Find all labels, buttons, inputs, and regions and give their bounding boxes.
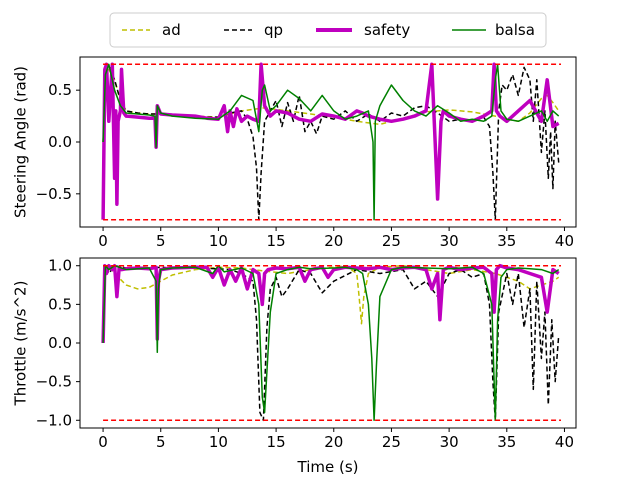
steering-ytick-label: 0.0 (48, 133, 72, 151)
throttle-xtick-label: 30 (440, 433, 459, 451)
steering-xtick-label: 5 (156, 232, 166, 250)
steering-xtick-label: 35 (497, 232, 516, 250)
throttle-subplot: 0 5 10 15 20 25 30 35 40 −1.0 −0.5 0.0 0.5 1.0 Thrott… (11, 257, 577, 476)
steering-series-safety (101, 62, 560, 220)
throttle-ytick-label: 1.0 (48, 257, 72, 275)
legend-entry-qp: qp (224, 21, 283, 39)
steering-xtick-label: 30 (440, 232, 459, 250)
throttle-xtick-label: 20 (324, 433, 343, 451)
throttle-series-balsa (102, 264, 560, 422)
throttle-xtick-label: 10 (209, 433, 228, 451)
steering-xtick-label: 20 (324, 232, 343, 250)
throttle-axes-frame (79, 257, 577, 429)
steering-ytick-label: −0.5 (36, 185, 72, 203)
steering-xtick-label: 15 (267, 232, 286, 250)
throttle-xtick-label: 0 (98, 433, 108, 451)
throttle-xtick-label: 35 (497, 433, 516, 451)
legend-entry-balsa: balsa (452, 21, 535, 39)
legend: ad qp safety balsa (109, 12, 547, 48)
throttle-xtick-label: 40 (555, 433, 574, 451)
steering-xtick-label: 10 (209, 232, 228, 250)
steering-ticks: 0 5 10 15 20 25 30 35 40 −0.5 0.0 0.5 (36, 81, 574, 250)
steering-ylabel: Steering Angle (rad) (11, 66, 29, 218)
legend-entry-ad: ad (122, 21, 181, 39)
throttle-ticks: 0 5 10 15 20 25 30 35 40 −1.0 −0.5 0.0 0.5 1.0 (36, 257, 574, 451)
steering-subplot: 0 5 10 15 20 25 30 35 40 −0.5 0.0 0.5 Steering Angl… (11, 56, 577, 250)
steering-xtick-label: 40 (555, 232, 574, 250)
steering-series-balsa (102, 63, 560, 221)
throttle-xtick-label: 15 (267, 433, 286, 451)
throttle-xlabel: Time (s) (297, 458, 359, 476)
throttle-plot-area (101, 263, 562, 422)
steering-xtick-label: 25 (382, 232, 401, 250)
steering-plot-area (101, 62, 562, 221)
steering-ytick-label: 0.5 (48, 81, 72, 99)
throttle-xtick-label: 25 (382, 433, 401, 451)
legend-label-qp: qp (264, 21, 283, 39)
steering-axes-frame (79, 56, 577, 228)
steering-series-group (101, 62, 562, 221)
throttle-ylabel: Throttle (m/s^2) (11, 281, 29, 407)
legend-label-safety: safety (364, 21, 410, 39)
throttle-xtick-label: 5 (156, 433, 166, 451)
steering-xtick-label: 0 (98, 232, 108, 250)
legend-entry-safety: safety (316, 21, 410, 39)
throttle-series-group (101, 263, 562, 422)
legend-label-ad: ad (162, 21, 181, 39)
legend-label-balsa: balsa (495, 21, 535, 39)
throttle-ytick-label: −0.5 (36, 373, 72, 391)
throttle-ytick-label: −1.0 (36, 411, 72, 429)
throttle-ytick-label: 0.0 (48, 334, 72, 352)
throttle-ytick-label: 0.5 (48, 295, 72, 313)
